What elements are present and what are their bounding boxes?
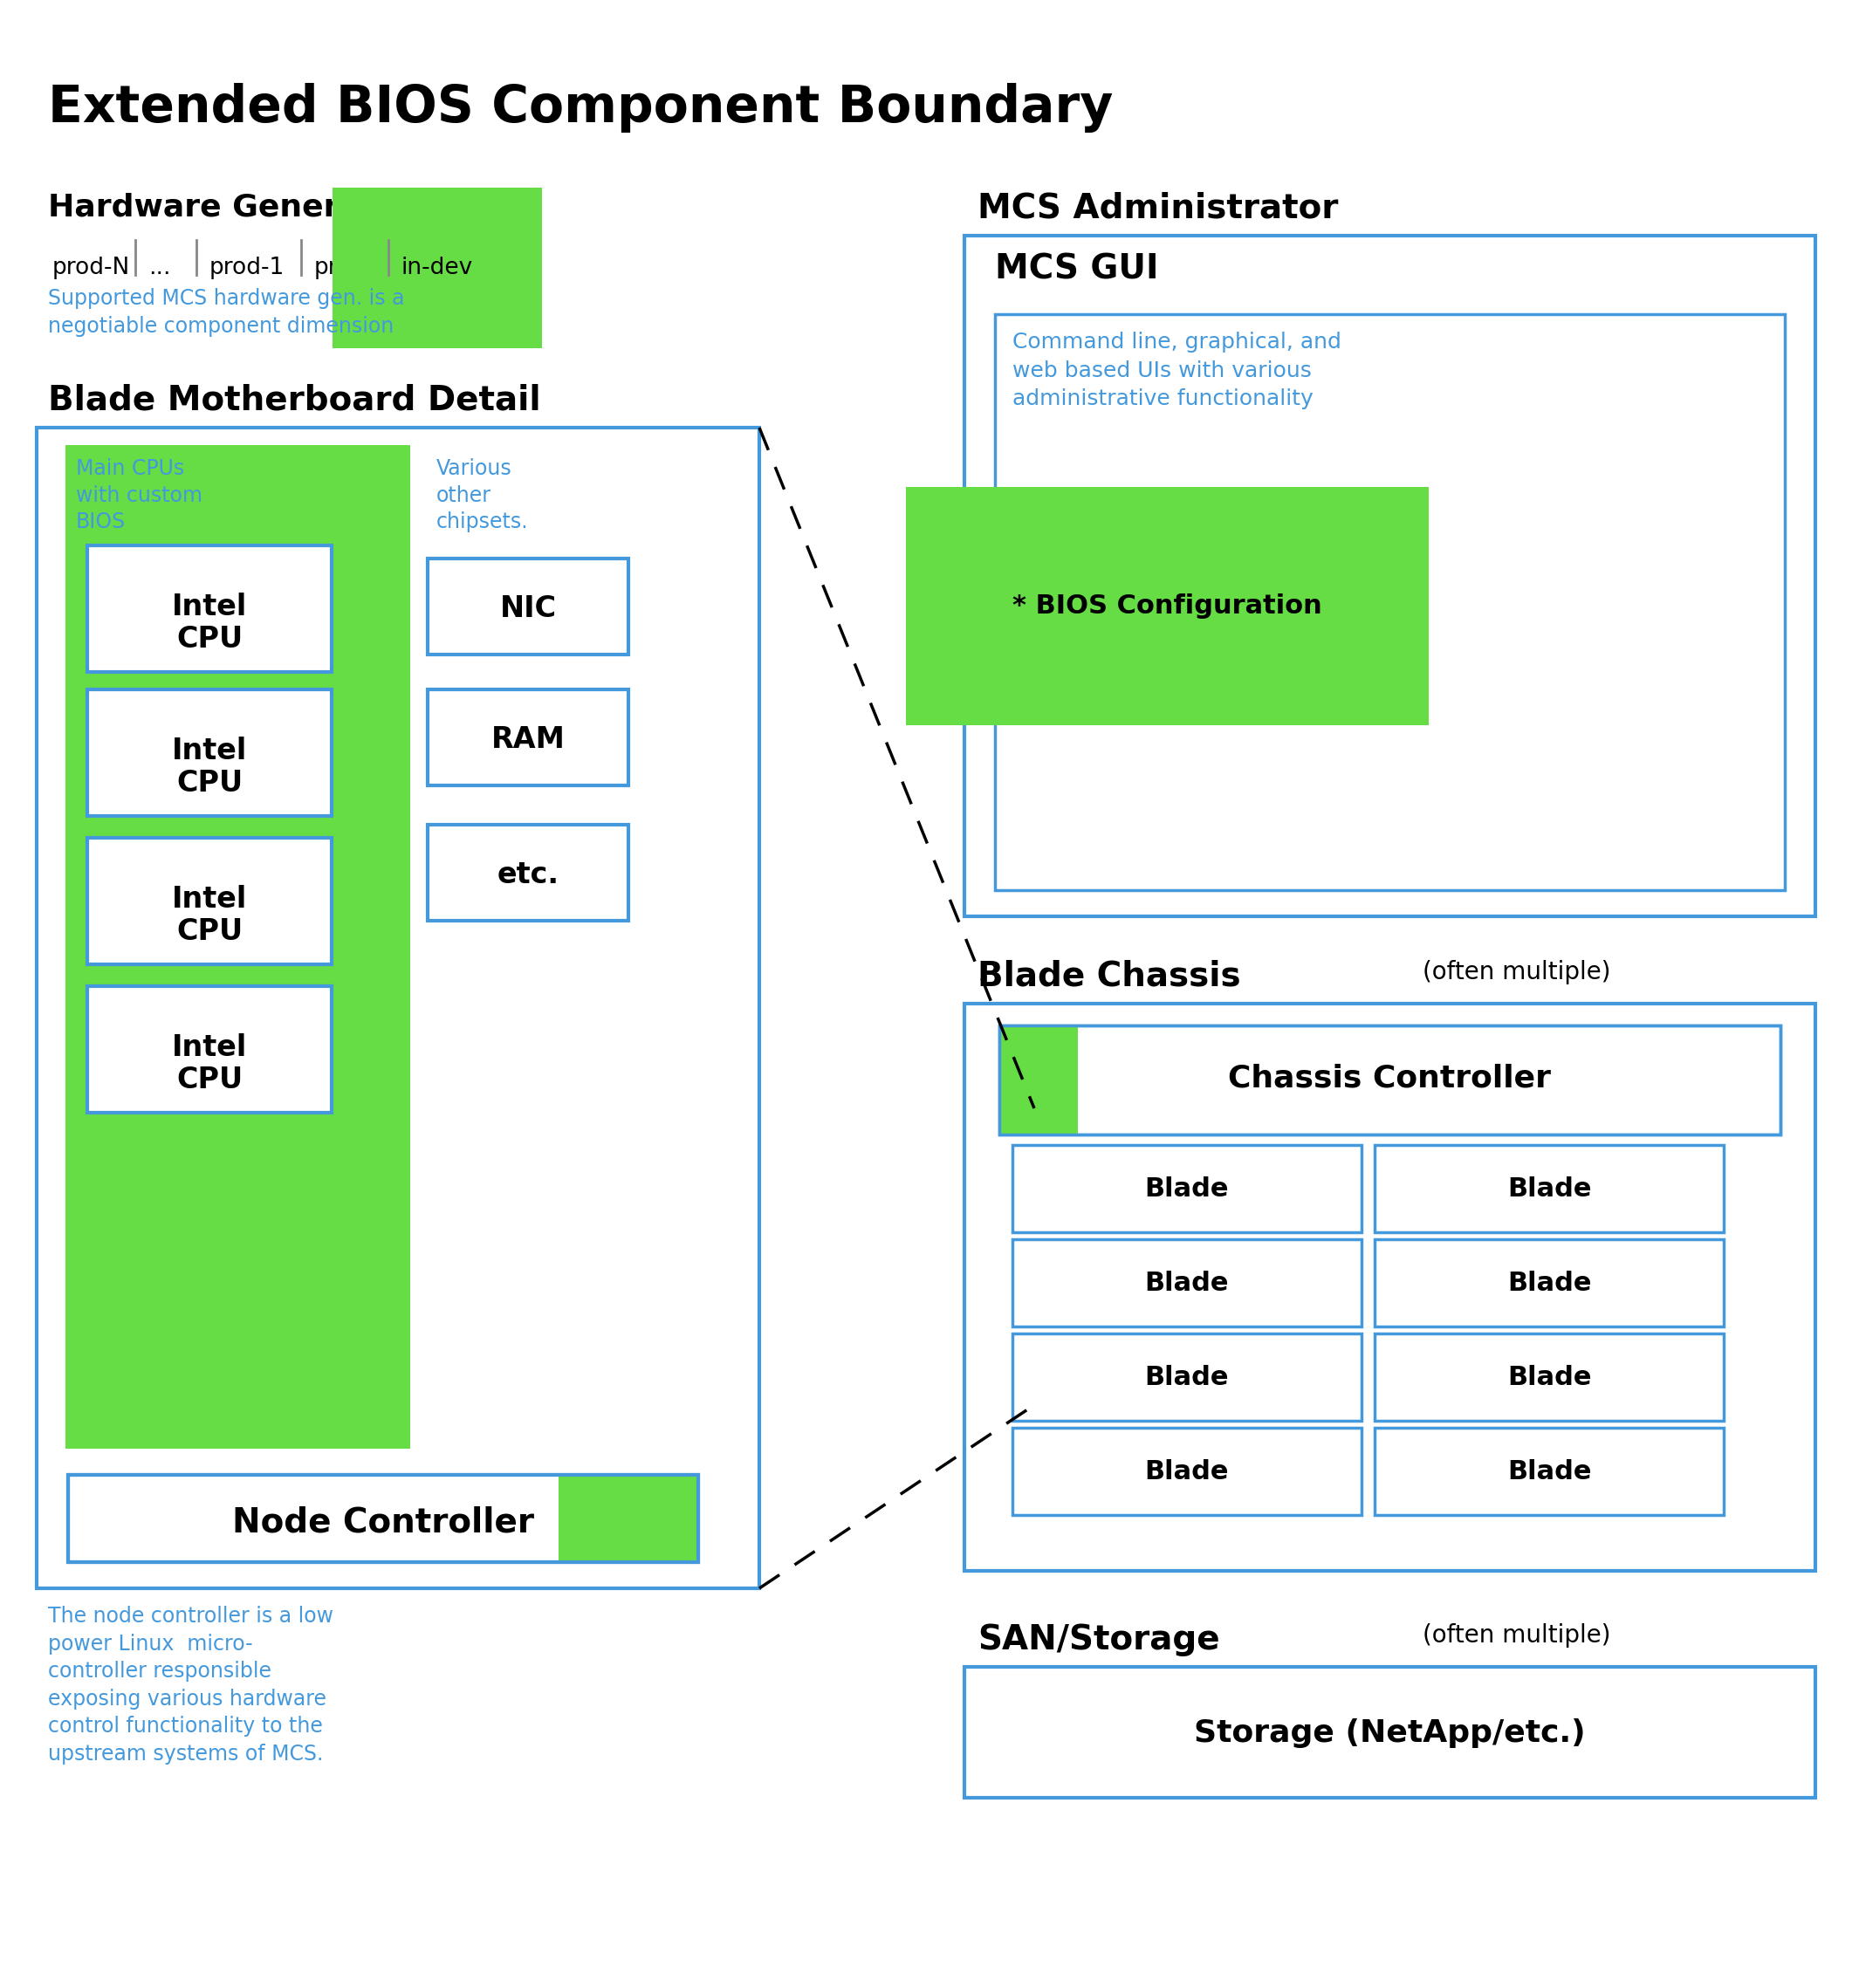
Bar [87,837,332,964]
Text: * Diagnostics: * Diagnostics [1013,523,1189,549]
Text: Storage (NetApp/etc.): Storage (NetApp/etc.) [1195,1718,1585,1747]
Text: Intel
CPU: Intel CPU [172,592,246,654]
Text: in-dev: in-dev [402,256,474,278]
Text: Blade: Blade [1508,1459,1591,1485]
Text: Blade: Blade [1145,1270,1230,1296]
Bar [428,559,628,654]
Text: Various
other
chipsets.: Various other chipsets. [437,457,528,533]
Bar [1374,1239,1724,1326]
Text: Supported MCS hardware gen. is a
negotiable component dimension: Supported MCS hardware gen. is a negotia… [48,288,404,336]
Bar [87,545,332,672]
Bar [428,690,628,785]
Bar [1374,1334,1724,1421]
Bar [37,427,759,1588]
Text: * Other: * Other [1013,676,1109,702]
Text: Main CPUs
with custom
BIOS: Main CPUs with custom BIOS [76,457,202,533]
Text: Blade Chassis: Blade Chassis [978,960,1241,994]
Bar [1374,1427,1724,1515]
Text: (often multiple): (often multiple) [1422,960,1611,984]
Bar [87,986,332,1113]
Text: Blade: Blade [1508,1270,1591,1296]
Text: Extended BIOS Component Boundary: Extended BIOS Component Boundary [48,83,1113,133]
Bar [1000,1026,1078,1135]
Text: NIC: NIC [500,594,556,622]
Text: Intel
CPU: Intel CPU [172,885,246,946]
Bar [995,314,1785,891]
Text: prod-N: prod-N [52,256,130,278]
Bar [1000,1026,1780,1135]
Text: * BIOS Configuration: * BIOS Configuration [1013,594,1322,618]
Bar [428,825,628,920]
Bar [1013,1334,1361,1421]
Bar [965,1004,1815,1571]
Bar [1013,1145,1361,1233]
Text: etc.: etc. [496,861,559,889]
Text: SAN/Storage: SAN/Storage [978,1624,1220,1656]
Text: Intel
CPU: Intel CPU [172,738,246,797]
Bar [965,237,1815,916]
Bar [65,445,409,1449]
Text: RAM: RAM [491,726,565,753]
Text: Intel
CPU: Intel CPU [172,1034,246,1093]
Text: The node controller is a low
power Linux  micro-
controller responsible
exposing: The node controller is a low power Linux… [48,1606,333,1765]
Bar [69,1475,698,1563]
Text: Blade: Blade [1508,1177,1591,1201]
Text: Blade: Blade [1145,1459,1230,1485]
Text: Chassis Controller: Chassis Controller [1228,1064,1550,1093]
Text: Command line, graphical, and
web based UIs with various
administrative functiona: Command line, graphical, and web based U… [1013,332,1341,410]
Bar [1013,1239,1361,1326]
Text: Blade: Blade [1145,1177,1230,1201]
Bar [965,1666,1815,1797]
Text: prod: prod [315,256,367,278]
Text: Blade: Blade [1145,1366,1230,1390]
Bar [1013,1427,1361,1515]
Bar [1374,1145,1724,1233]
Text: Hardware Generations: Hardware Generations [48,193,450,223]
Text: (often multiple): (often multiple) [1422,1624,1611,1648]
Bar [69,1475,698,1563]
Text: Node Controller: Node Controller [232,1507,533,1539]
Text: MCS GUI: MCS GUI [995,252,1159,286]
Text: Blade: Blade [1508,1366,1591,1390]
Bar [559,1475,698,1563]
Bar [1000,1026,1780,1135]
Bar [87,690,332,815]
Text: Blade Motherboard Detail: Blade Motherboard Detail [48,384,541,417]
Text: ...: ... [148,256,170,278]
Text: prod-1: prod-1 [209,256,285,278]
Text: MCS Administrator: MCS Administrator [978,193,1339,225]
